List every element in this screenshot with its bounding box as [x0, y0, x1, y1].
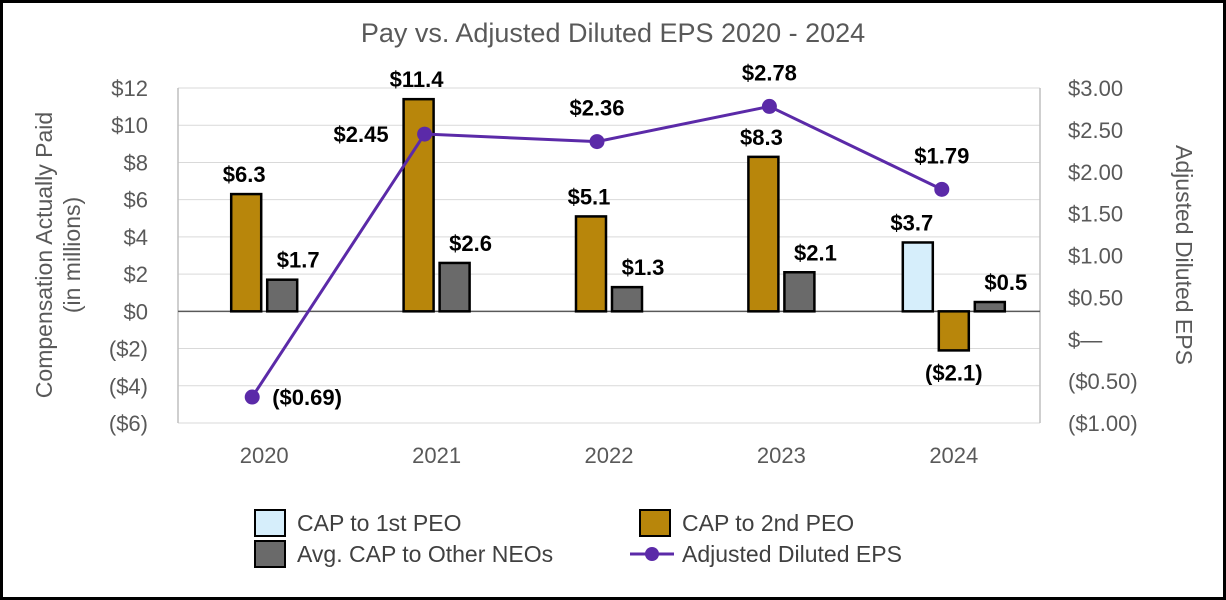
legend-swatch-cap-2nd-peo	[639, 509, 671, 537]
x-tick-label: 2024	[929, 443, 978, 468]
left-tick-label: $2	[124, 262, 148, 287]
gridlines	[178, 87, 1040, 424]
eps-point	[589, 134, 605, 150]
left-tick-label: $8	[124, 150, 148, 175]
x-tick-label: 2022	[585, 443, 634, 468]
x-tick-label: 2020	[240, 443, 289, 468]
left-axis-ticks: $12 $10 $8 $6 $4 $2 $0 ($2) ($4) ($6)	[109, 76, 148, 436]
right-axis-label: Adjusted Diluted EPS	[1171, 145, 1197, 365]
data-label-eps: $2.45	[334, 122, 389, 147]
data-label-avg-cap-neos: $1.3	[622, 255, 665, 280]
right-tick-label: $1.00	[1068, 244, 1123, 269]
left-tick-label: $10	[111, 113, 148, 138]
data-label-avg-cap-neos: $0.5	[984, 270, 1027, 295]
bar-cap-2nd-peo	[229, 192, 263, 313]
data-label-cap-2nd-peo: $8.3	[740, 125, 783, 150]
data-label-cap-2nd-peo: ($2.1)	[925, 360, 982, 385]
left-tick-label: ($2)	[109, 337, 148, 362]
bar-avg-cap-neos	[783, 271, 816, 313]
data-label-eps: $2.78	[742, 60, 797, 85]
eps-point	[244, 389, 260, 405]
data-label-avg-cap-neos: $1.7	[277, 248, 320, 273]
data-label-eps: $2.36	[569, 96, 624, 121]
eps-point	[934, 181, 950, 197]
eps-point	[417, 126, 433, 142]
legend: CAP to 1st PEO CAP to 2nd PEO Avg. CAP t…	[254, 509, 902, 568]
legend-swatch-avg-cap-neos	[254, 540, 286, 568]
legend-marker-eps	[645, 547, 659, 561]
right-tick-label: $2.50	[1068, 118, 1123, 143]
x-tick-label: 2023	[757, 443, 806, 468]
legend-label-cap-2nd-peo: CAP to 2nd PEO	[682, 510, 854, 536]
bar-avg-cap-neos	[438, 261, 471, 313]
bar-cap-2nd-peo	[747, 155, 780, 313]
left-tick-label: $12	[111, 76, 148, 101]
data-label-cap-1st-peo: $3.7	[890, 210, 933, 235]
data-label-eps: $1.79	[914, 143, 969, 168]
bar-avg-cap-neos	[973, 300, 1007, 313]
left-tick-label: $4	[124, 225, 148, 250]
legend-label-cap-1st-peo: CAP to 1st PEO	[297, 510, 461, 536]
data-label-cap-2nd-peo: $6.3	[223, 162, 266, 187]
data-label-cap-2nd-peo: $11.4	[390, 67, 445, 92]
x-axis-ticks: 2020 2021 2022 2023 2024	[240, 443, 979, 468]
chart-title: Pay vs. Adjusted Diluted EPS 2020 - 2024	[361, 18, 865, 48]
right-tick-label: $—	[1068, 327, 1102, 352]
eps-line	[244, 98, 950, 405]
left-tick-label: $6	[124, 188, 148, 213]
legend-swatch-cap-1st-peo	[254, 509, 286, 537]
bar-avg-cap-neos	[265, 278, 299, 313]
right-tick-label: $3.00	[1068, 76, 1123, 101]
left-tick-label: ($4)	[109, 374, 148, 399]
left-axis-label-line1: Compensation Actually Paid	[31, 112, 57, 398]
right-tick-label: $1.50	[1068, 202, 1123, 227]
axes	[177, 88, 1041, 423]
data-label-eps: ($0.69)	[272, 385, 342, 410]
legend-label-avg-cap-neos: Avg. CAP to Other NEOs	[297, 541, 553, 567]
left-axis-label-line2: (in millions)	[59, 197, 85, 313]
data-label-cap-2nd-peo: $5.1	[568, 184, 611, 209]
data-label-avg-cap-neos: $2.1	[794, 240, 837, 265]
data-labels: $6.3 $1.7 $11.4 $2.6 $5.1 $1.3 $8.3 $2.1 $3.7 ($2…	[223, 60, 1027, 410]
right-tick-label: $0.50	[1068, 285, 1123, 310]
bar-cap-2nd-peo	[574, 215, 608, 313]
eps-point	[761, 98, 777, 114]
left-tick-label: $0	[124, 299, 148, 324]
legend-label-eps: Adjusted Diluted EPS	[682, 541, 902, 567]
right-tick-label: ($1.00)	[1068, 411, 1138, 436]
data-label-avg-cap-neos: $2.6	[449, 231, 492, 256]
bar-cap-2nd-peo	[937, 310, 971, 352]
right-tick-label: ($0.50)	[1068, 369, 1138, 394]
bar-avg-cap-neos	[610, 285, 644, 313]
right-axis-ticks: $3.00 $2.50 $2.00 $1.50 $1.00 $0.50 $— ($0.50) (…	[1068, 76, 1138, 436]
x-tick-label: 2021	[412, 443, 461, 468]
left-tick-label: ($6)	[109, 411, 148, 436]
bar-cap-1st-peo	[901, 241, 935, 313]
right-tick-label: $2.00	[1068, 160, 1123, 185]
